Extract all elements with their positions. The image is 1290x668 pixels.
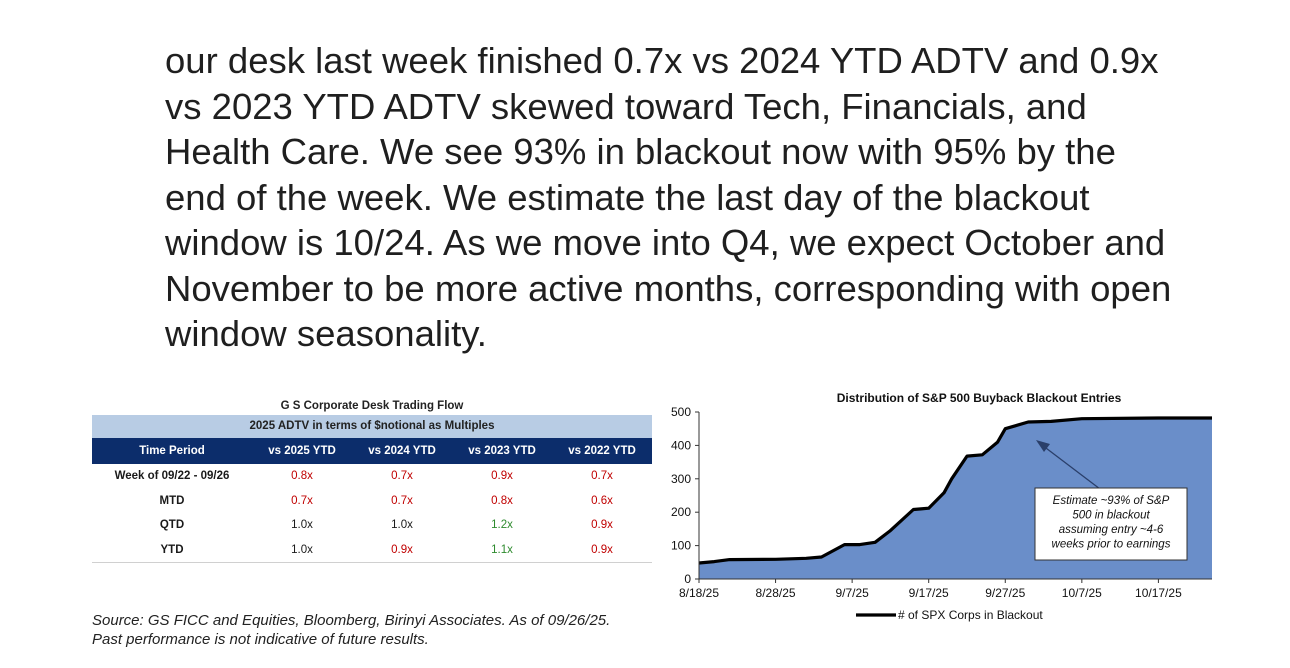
x-tick-label: 9/27/25 xyxy=(985,586,1025,600)
y-tick-label: 100 xyxy=(671,539,691,553)
annotation-arrow-head xyxy=(1036,440,1050,452)
x-tick-label: 9/7/25 xyxy=(835,586,869,600)
header-vs-2024: vs 2024 YTD xyxy=(352,438,452,464)
x-tick-label: 9/17/25 xyxy=(909,586,949,600)
annotation-box xyxy=(1034,487,1188,561)
annotation-text-line: assuming entry ~4-6 xyxy=(1059,524,1164,536)
multiple-cell: 0.8x xyxy=(491,494,513,507)
x-tick-label: 10/7/25 xyxy=(1062,586,1102,600)
trading-flow-table: Time Period vs 2025 YTD vs 2024 YTD vs 2… xyxy=(92,438,652,563)
commentary-line: our desk last week finished 0.7x vs 2024… xyxy=(165,40,1159,81)
multiple-cell: 0.7x xyxy=(391,494,413,507)
multiple-cell: 0.8x xyxy=(291,470,313,483)
commentary-line: vs 2023 YTD ADTV skewed toward Tech, Fin… xyxy=(165,85,1087,127)
multiple-cell: 0.7x xyxy=(391,470,413,483)
multiple-cell: 0.9x xyxy=(552,537,652,563)
source-line: Source: GS FICC and Equities, Bloomberg,… xyxy=(92,612,611,629)
multiple-cell: 0.7x xyxy=(591,470,613,483)
commentary-paragraph: our desk last week finished 0.7x vs 2024… xyxy=(165,38,1265,357)
table-subtitle: 2025 ADTV in terms of $notional as Multi… xyxy=(92,415,652,438)
annotation-text-line: Estimate ~93% of S&P xyxy=(1053,495,1170,507)
multiple-cell: 0.7x xyxy=(291,494,313,507)
commentary-line: November to be more active months, corre… xyxy=(165,267,1172,309)
y-tick-label: 500 xyxy=(671,405,691,419)
multiple-cell: 1.2x xyxy=(491,519,513,532)
commentary-line: window seasonality. xyxy=(165,313,487,354)
multiple-cell: 1.0x xyxy=(291,519,313,532)
header-vs-2025: vs 2025 YTD xyxy=(252,438,352,464)
annotation-text-line: weeks prior to earnings xyxy=(1052,539,1171,551)
chart-title: Distribution of S&P 500 Buyback Blackout… xyxy=(837,391,1122,405)
annotation-text-line: 500 in blackout xyxy=(1072,510,1150,522)
multiple-cell: 0.9x xyxy=(591,519,613,532)
table-row: MTD 0.7x 0.7x 0.8x 0.6x xyxy=(92,489,652,514)
period-cell: QTD xyxy=(159,519,185,532)
source-note: Source: GS FICC and Equities, Bloomberg,… xyxy=(92,611,610,649)
table-row: QTD 1.0x 1.0x 1.2x 0.9x xyxy=(92,513,652,538)
commentary-line: end of the week. We estimate the last da… xyxy=(165,176,1090,218)
multiple-cell: 0.6x xyxy=(591,494,613,507)
period-cell: MTD xyxy=(159,494,185,507)
multiple-cell: 1.1x xyxy=(452,537,552,563)
y-tick-label: 200 xyxy=(671,505,691,519)
period-cell: Week of 09/22 - 09/26 xyxy=(114,470,230,483)
multiple-cell: 1.0x xyxy=(391,519,413,532)
y-tick-label: 300 xyxy=(671,472,691,486)
blackout-line xyxy=(698,416,1212,565)
legend-label: # of SPX Corps in Blackout xyxy=(898,608,1043,622)
header-vs-2023: vs 2023 YTD xyxy=(452,438,552,464)
period-cell: YTD xyxy=(92,537,252,563)
x-tick-label: 8/18/25 xyxy=(679,586,719,600)
table-row: YTD 1.0x 0.9x 1.1x 0.9x xyxy=(92,537,652,563)
multiple-cell: 1.0x xyxy=(252,537,352,563)
x-tick-label: 8/28/25 xyxy=(756,586,796,600)
trading-flow-table-panel: G S Corporate Desk Trading Flow 2025 ADT… xyxy=(92,397,652,563)
blackout-chart-svg: Distribution of S&P 500 Buyback Blackout… xyxy=(671,391,1212,622)
x-tick-label: 10/17/25 xyxy=(1135,586,1182,600)
table-row: Week of 09/22 - 09/26 0.8x 0.7x 0.9x 0.7… xyxy=(92,464,652,489)
multiple-cell: 0.9x xyxy=(352,537,452,563)
table-title: G S Corporate Desk Trading Flow xyxy=(280,400,464,412)
multiple-cell: 0.9x xyxy=(491,470,513,483)
commentary-line: window is 10/24. As we move into Q4, we … xyxy=(165,222,1166,263)
commentary-line: Health Care. We see 93% in blackout now … xyxy=(165,131,1116,172)
header-time-period: Time Period xyxy=(92,438,252,464)
blackout-chart: Distribution of S&P 500 Buyback Blackout… xyxy=(660,386,1230,636)
annotation-arrow-shaft xyxy=(1037,441,1101,490)
header-vs-2022: vs 2022 YTD xyxy=(552,438,652,464)
disclaimer-line: Past performance is not indicative of fu… xyxy=(92,631,429,648)
y-tick-label: 0 xyxy=(684,572,691,586)
table-header-row: Time Period vs 2025 YTD vs 2024 YTD vs 2… xyxy=(92,438,652,464)
y-tick-label: 400 xyxy=(671,438,691,452)
